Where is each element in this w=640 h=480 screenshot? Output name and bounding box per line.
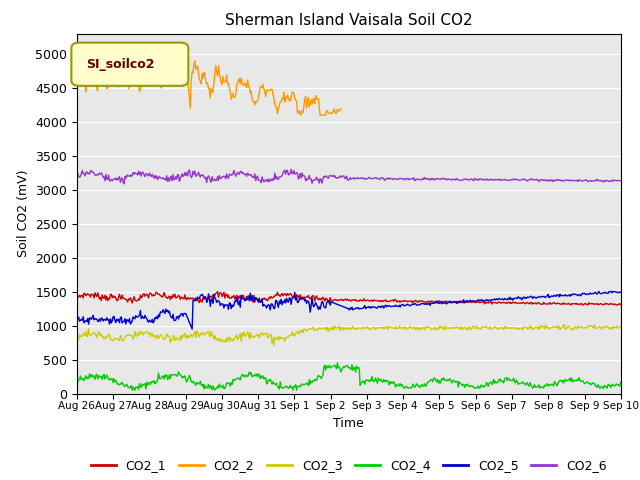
CO2_3 — [169, 334, 177, 339]
Line: CO2_5: CO2_5 — [77, 291, 621, 329]
Title: Sherman Island Vaisala Soil CO2: Sherman Island Vaisala Soil CO2 — [225, 13, 472, 28]
CO2_4 — [396, 383, 403, 389]
CO2_5 — [437, 300, 445, 306]
CO2_1 — [320, 296, 328, 302]
Line: CO2_4: CO2_4 — [77, 363, 621, 390]
CO2_2 — [169, 77, 177, 83]
CO2_4 — [170, 372, 178, 378]
CO2_4 — [73, 379, 81, 384]
CO2_5 — [609, 288, 616, 294]
CO2_1 — [613, 302, 621, 308]
CO2_4 — [214, 383, 221, 389]
FancyBboxPatch shape — [72, 43, 188, 86]
CO2_6 — [73, 173, 81, 179]
CO2_1 — [169, 292, 177, 298]
CO2_6 — [214, 174, 221, 180]
CO2_3 — [213, 336, 221, 342]
CO2_3 — [270, 342, 278, 348]
Line: CO2_2: CO2_2 — [77, 44, 341, 115]
CO2_2 — [213, 70, 221, 75]
CO2_6 — [396, 176, 403, 181]
Text: SI_soilco2: SI_soilco2 — [86, 58, 155, 71]
CO2_2 — [73, 75, 81, 81]
CO2_5 — [73, 314, 81, 320]
CO2_4 — [484, 384, 492, 389]
CO2_6 — [120, 181, 128, 187]
CO2_5 — [188, 326, 196, 332]
CO2_5 — [214, 298, 221, 304]
CO2_1 — [483, 300, 491, 305]
CO2_1 — [73, 291, 81, 297]
CO2_3 — [617, 324, 625, 329]
CO2_1 — [213, 290, 221, 296]
Line: CO2_3: CO2_3 — [77, 324, 621, 345]
Line: CO2_6: CO2_6 — [77, 169, 621, 184]
CO2_4 — [333, 360, 341, 366]
CO2_5 — [320, 304, 328, 310]
CO2_1 — [617, 302, 625, 308]
CO2_3 — [560, 322, 568, 327]
CO2_6 — [484, 178, 492, 183]
CO2_6 — [438, 176, 445, 181]
Line: CO2_1: CO2_1 — [77, 291, 621, 305]
CO2_3 — [437, 324, 445, 329]
CO2_1 — [437, 299, 445, 304]
CO2_6 — [321, 175, 328, 180]
CO2_6 — [287, 167, 295, 172]
CO2_3 — [320, 325, 328, 331]
CO2_1 — [214, 288, 221, 294]
CO2_1 — [394, 298, 402, 304]
CO2_3 — [73, 336, 81, 342]
Y-axis label: Soil CO2 (mV): Soil CO2 (mV) — [17, 170, 29, 257]
CO2_5 — [483, 297, 491, 303]
CO2_2 — [319, 112, 327, 118]
CO2_6 — [617, 178, 625, 184]
X-axis label: Time: Time — [333, 417, 364, 430]
CO2_5 — [617, 289, 625, 295]
CO2_5 — [169, 312, 177, 317]
CO2_6 — [170, 177, 178, 183]
CO2_4 — [438, 376, 445, 382]
Legend: CO2_1, CO2_2, CO2_3, CO2_4, CO2_5, CO2_6: CO2_1, CO2_2, CO2_3, CO2_4, CO2_5, CO2_6 — [86, 455, 612, 477]
CO2_3 — [483, 325, 491, 331]
CO2_4 — [129, 387, 136, 393]
CO2_4 — [617, 379, 625, 385]
CO2_4 — [320, 364, 328, 370]
CO2_3 — [394, 326, 402, 332]
CO2_5 — [394, 303, 402, 309]
